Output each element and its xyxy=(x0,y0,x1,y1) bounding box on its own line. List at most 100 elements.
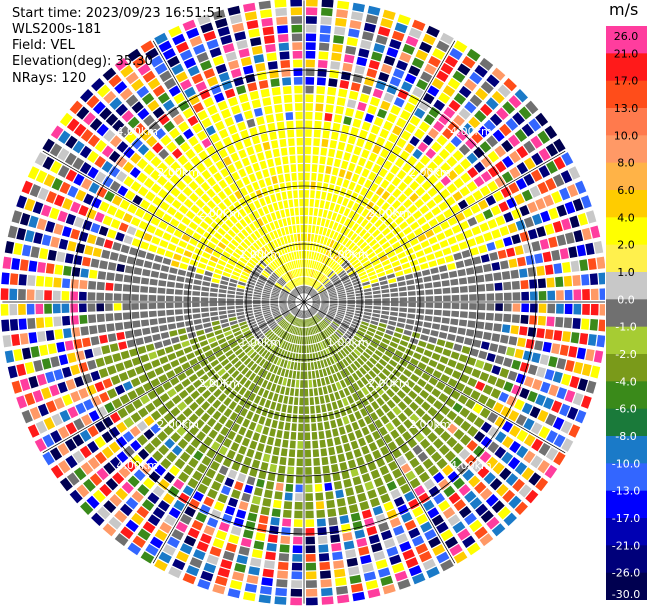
range-ring-label: 2.00km xyxy=(157,166,199,179)
velocity-gate xyxy=(392,525,405,536)
colorbar-tick-label: -26.0 xyxy=(612,567,640,580)
velocity-gate xyxy=(477,312,486,320)
velocity-gate xyxy=(281,309,289,314)
velocity-gate xyxy=(65,169,78,182)
velocity-gate xyxy=(453,551,468,564)
velocity-gate xyxy=(300,371,304,380)
velocity-gate xyxy=(250,557,262,567)
velocity-gate xyxy=(203,436,214,447)
velocity-gate xyxy=(53,368,64,381)
velocity-gate xyxy=(105,113,119,127)
velocity-gate xyxy=(343,262,351,269)
velocity-gate xyxy=(299,198,304,207)
velocity-gate xyxy=(289,440,296,449)
velocity-gate xyxy=(320,360,325,368)
colorbar-tick-label: 17.0 xyxy=(614,75,639,88)
velocity-gate xyxy=(94,381,105,393)
velocity-gate xyxy=(275,587,287,597)
velocity-gate xyxy=(221,513,233,524)
velocity-gate xyxy=(279,302,287,304)
velocity-gate xyxy=(572,274,581,287)
velocity-gate xyxy=(403,187,414,197)
velocity-gate xyxy=(361,509,373,519)
velocity-gate xyxy=(382,302,390,306)
velocity-gate xyxy=(61,303,70,313)
velocity-gate xyxy=(321,331,327,339)
velocity-gate xyxy=(354,410,362,420)
velocity-gate xyxy=(397,578,411,590)
velocity-gate xyxy=(244,296,253,299)
velocity-gate xyxy=(276,238,282,247)
velocity-gate xyxy=(294,103,303,111)
velocity-gate xyxy=(116,171,128,183)
velocity-gate xyxy=(264,177,272,186)
velocity-gate xyxy=(551,249,561,261)
velocity-gate xyxy=(92,101,106,115)
velocity-gate xyxy=(232,345,241,352)
velocity-gate xyxy=(347,302,355,305)
velocity-gate xyxy=(316,313,323,320)
velocity-gate xyxy=(280,368,286,377)
velocity-gate xyxy=(339,235,346,244)
velocity-gate xyxy=(313,252,317,260)
velocity-gate xyxy=(199,359,209,367)
velocity-gate xyxy=(368,225,377,234)
velocity-gate xyxy=(152,450,164,462)
velocity-gate xyxy=(265,551,276,561)
velocity-gate xyxy=(367,5,381,16)
velocity-gate xyxy=(152,507,166,519)
velocity-gate xyxy=(452,402,463,413)
velocity-gate xyxy=(99,260,108,270)
velocity-gate xyxy=(263,312,272,317)
velocity-gate xyxy=(264,285,273,290)
velocity-gate xyxy=(381,259,391,267)
velocity-gate xyxy=(87,359,97,371)
velocity-gate xyxy=(214,378,224,387)
velocity-gate xyxy=(339,80,350,89)
velocity-gate xyxy=(375,80,387,91)
velocity-gate xyxy=(297,441,304,449)
velocity-gate xyxy=(501,171,514,184)
velocity-gate xyxy=(63,265,72,276)
velocity-gate xyxy=(193,143,204,154)
velocity-gate xyxy=(420,71,433,83)
velocity-gate xyxy=(375,559,388,570)
velocity-gate xyxy=(234,211,243,221)
velocity-gate xyxy=(244,583,258,593)
velocity-gate xyxy=(234,235,243,244)
velocity-gate xyxy=(352,202,360,212)
velocity-gate xyxy=(248,259,257,266)
velocity-gate xyxy=(536,328,545,339)
velocity-gate xyxy=(309,269,313,277)
velocity-gate xyxy=(381,403,391,414)
velocity-gate xyxy=(407,343,417,351)
velocity-gate xyxy=(573,361,584,375)
velocity-gate xyxy=(219,314,228,320)
velocity-gate xyxy=(434,168,445,179)
velocity-gate xyxy=(275,482,284,492)
velocity-gate xyxy=(413,271,422,278)
velocity-gate xyxy=(261,215,269,225)
velocity-gate xyxy=(464,78,477,92)
velocity-gate xyxy=(355,332,363,339)
velocity-gate xyxy=(345,356,353,365)
velocity-gate xyxy=(353,262,362,269)
velocity-gate xyxy=(13,348,23,362)
velocity-gate xyxy=(501,270,511,280)
velocity-gate xyxy=(451,303,460,310)
velocity-gate xyxy=(117,185,129,197)
velocity-gate xyxy=(546,430,558,444)
velocity-gate xyxy=(356,56,368,67)
velocity-gate xyxy=(391,30,405,42)
velocity-gate xyxy=(264,489,273,499)
velocity-gate xyxy=(438,148,450,160)
velocity-gate xyxy=(208,384,218,393)
velocity-gate xyxy=(336,594,350,604)
velocity-gate xyxy=(283,254,289,263)
velocity-gate xyxy=(90,222,101,234)
velocity-gate xyxy=(210,152,221,163)
velocity-gate xyxy=(137,63,151,76)
velocity-gate xyxy=(405,379,416,389)
velocity-gate xyxy=(214,329,223,336)
velocity-gate xyxy=(553,138,566,153)
